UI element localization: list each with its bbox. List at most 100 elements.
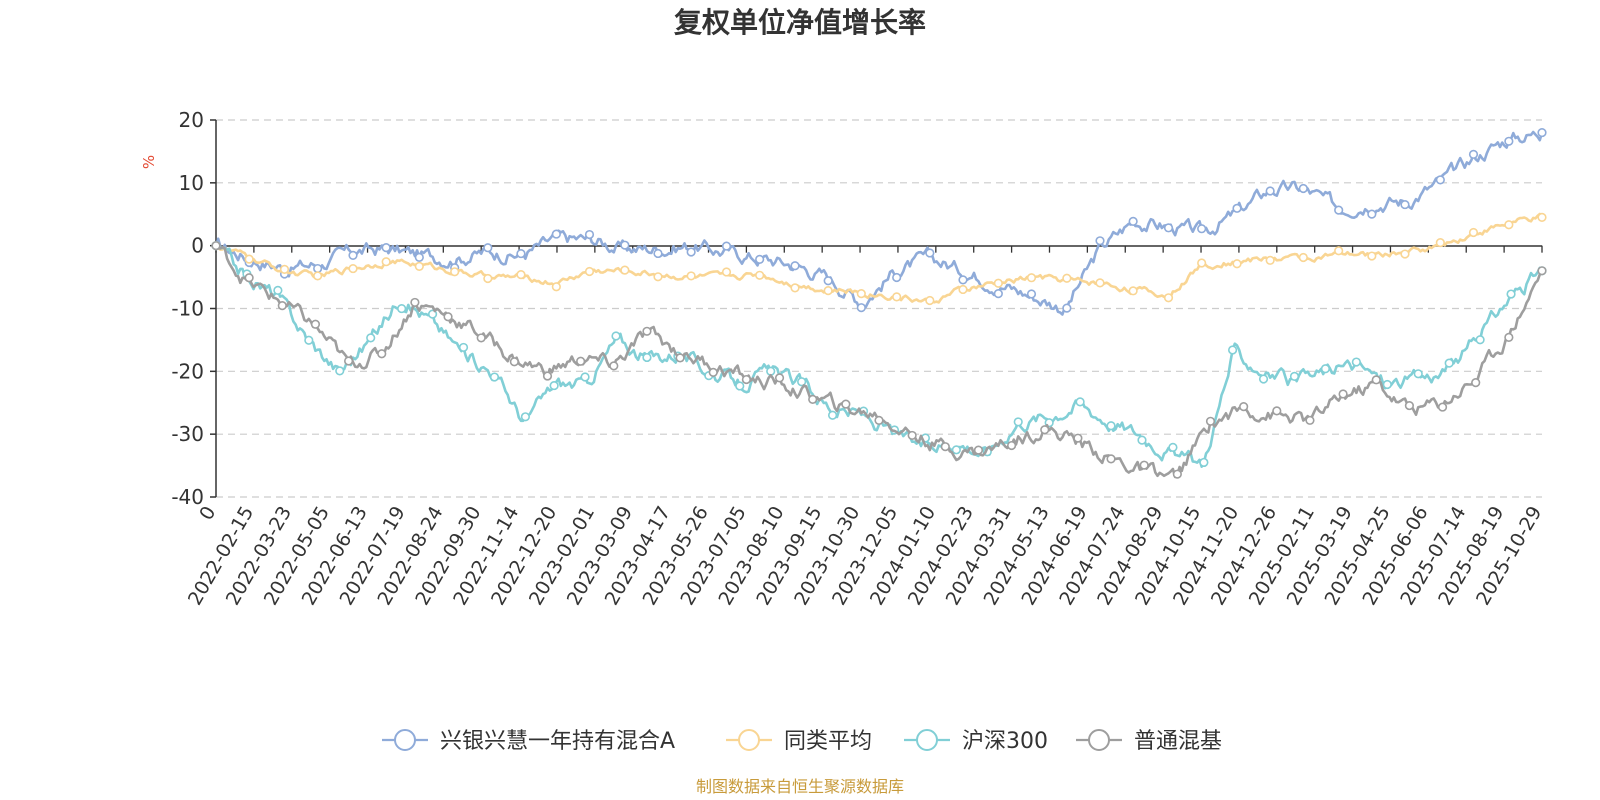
data-point [1298,252,1308,263]
data-point [686,271,696,281]
data-point [1239,402,1249,412]
data-point [951,445,961,455]
legend-swatch-marker [394,729,416,751]
data-point [310,319,321,329]
data-point [576,356,586,366]
data-point [542,371,553,381]
legend-item[interactable]: 兴银兴慧一年持有混合A [382,729,675,754]
data-point [1258,374,1269,384]
data-point [443,312,453,322]
data-point [584,266,595,277]
data-point [708,367,718,377]
data-point [1272,406,1282,416]
data-point [381,243,391,253]
legend-item[interactable]: 普通混基 [1076,729,1222,754]
data-point [774,373,785,383]
data-point [1413,369,1423,379]
data-point [1444,358,1454,368]
data-point [1506,289,1516,299]
data-point [1227,345,1238,355]
data-point [892,292,902,302]
data-point [244,273,254,283]
x-tick-label: 0 [195,503,220,524]
y-tick-label: -20 [171,359,204,383]
data-point [958,284,968,295]
data-point [279,264,290,274]
legend-swatch-marker [738,729,760,751]
data-point [1504,220,1514,230]
legend-item[interactable]: 同类平均 [726,729,872,754]
data-point [1137,435,1147,445]
data-point [686,247,696,257]
data-point [1320,364,1331,374]
data-point [1475,335,1485,345]
data-point [1006,440,1017,451]
data-point [1095,278,1105,288]
data-point [1013,417,1023,427]
data-point [1400,249,1410,259]
data-point [823,276,833,286]
data-point [551,229,561,239]
legend-item[interactable]: 沪深300 [904,729,1048,754]
data-point [584,229,595,240]
data-point [397,303,407,314]
data-point [476,333,486,343]
data-point [856,303,866,313]
data-point [642,326,652,336]
data-point [1075,397,1085,407]
data-point [620,240,630,250]
series-line [215,243,1544,468]
legend-label: 普通混基 [1134,729,1222,754]
data-point [856,289,866,299]
data-point [925,295,935,306]
data-point [1265,255,1275,265]
data-point [1062,303,1072,313]
data-point [1305,415,1315,425]
data-point [1073,433,1083,443]
data-point [1106,454,1116,464]
data-point [483,243,493,253]
series-group [211,127,1547,479]
data-point [892,272,902,283]
data-point [414,261,424,271]
data-point [620,265,630,275]
data-point [823,286,833,296]
y-axis-unit: % [140,155,158,169]
data-point [611,331,621,341]
y-tick-label: -40 [171,485,204,509]
data-point [1163,293,1174,303]
data-point [1367,251,1377,261]
data-point [1199,457,1209,468]
data-point [211,241,221,251]
y-tick-label: 20 [179,108,204,132]
data-point [1367,209,1377,219]
data-point [755,254,765,264]
data-point [1232,203,1242,213]
data-point [1537,266,1547,276]
data-point [1163,223,1174,233]
data-point [1128,286,1138,296]
data-point [1404,400,1414,411]
data-point [1334,246,1344,256]
data-point [580,372,590,382]
data-point [721,267,732,277]
data-point [1504,136,1514,146]
legend-label: 同类平均 [784,729,872,754]
legend-swatch-marker [1088,729,1110,751]
data-point [520,412,531,422]
data-point [1289,371,1300,381]
data-point [450,267,460,277]
data-point [1172,469,1182,479]
data-point [797,377,807,387]
legend[interactable]: 兴银兴慧一年持有混合A 同类平均 沪深300 普通混基 [382,729,1222,754]
data-point [1197,224,1207,234]
data-point [790,283,800,293]
data-point [1351,357,1361,367]
data-point [348,263,358,274]
source-note: 制图数据来自恒生聚源数据库 [696,777,904,796]
data-point [1437,402,1448,412]
y-axis-ticks: 20 10 0 -10 -20 -30 -40 [171,108,216,509]
data-point [335,366,345,376]
data-point [516,270,526,280]
data-point [790,261,800,271]
